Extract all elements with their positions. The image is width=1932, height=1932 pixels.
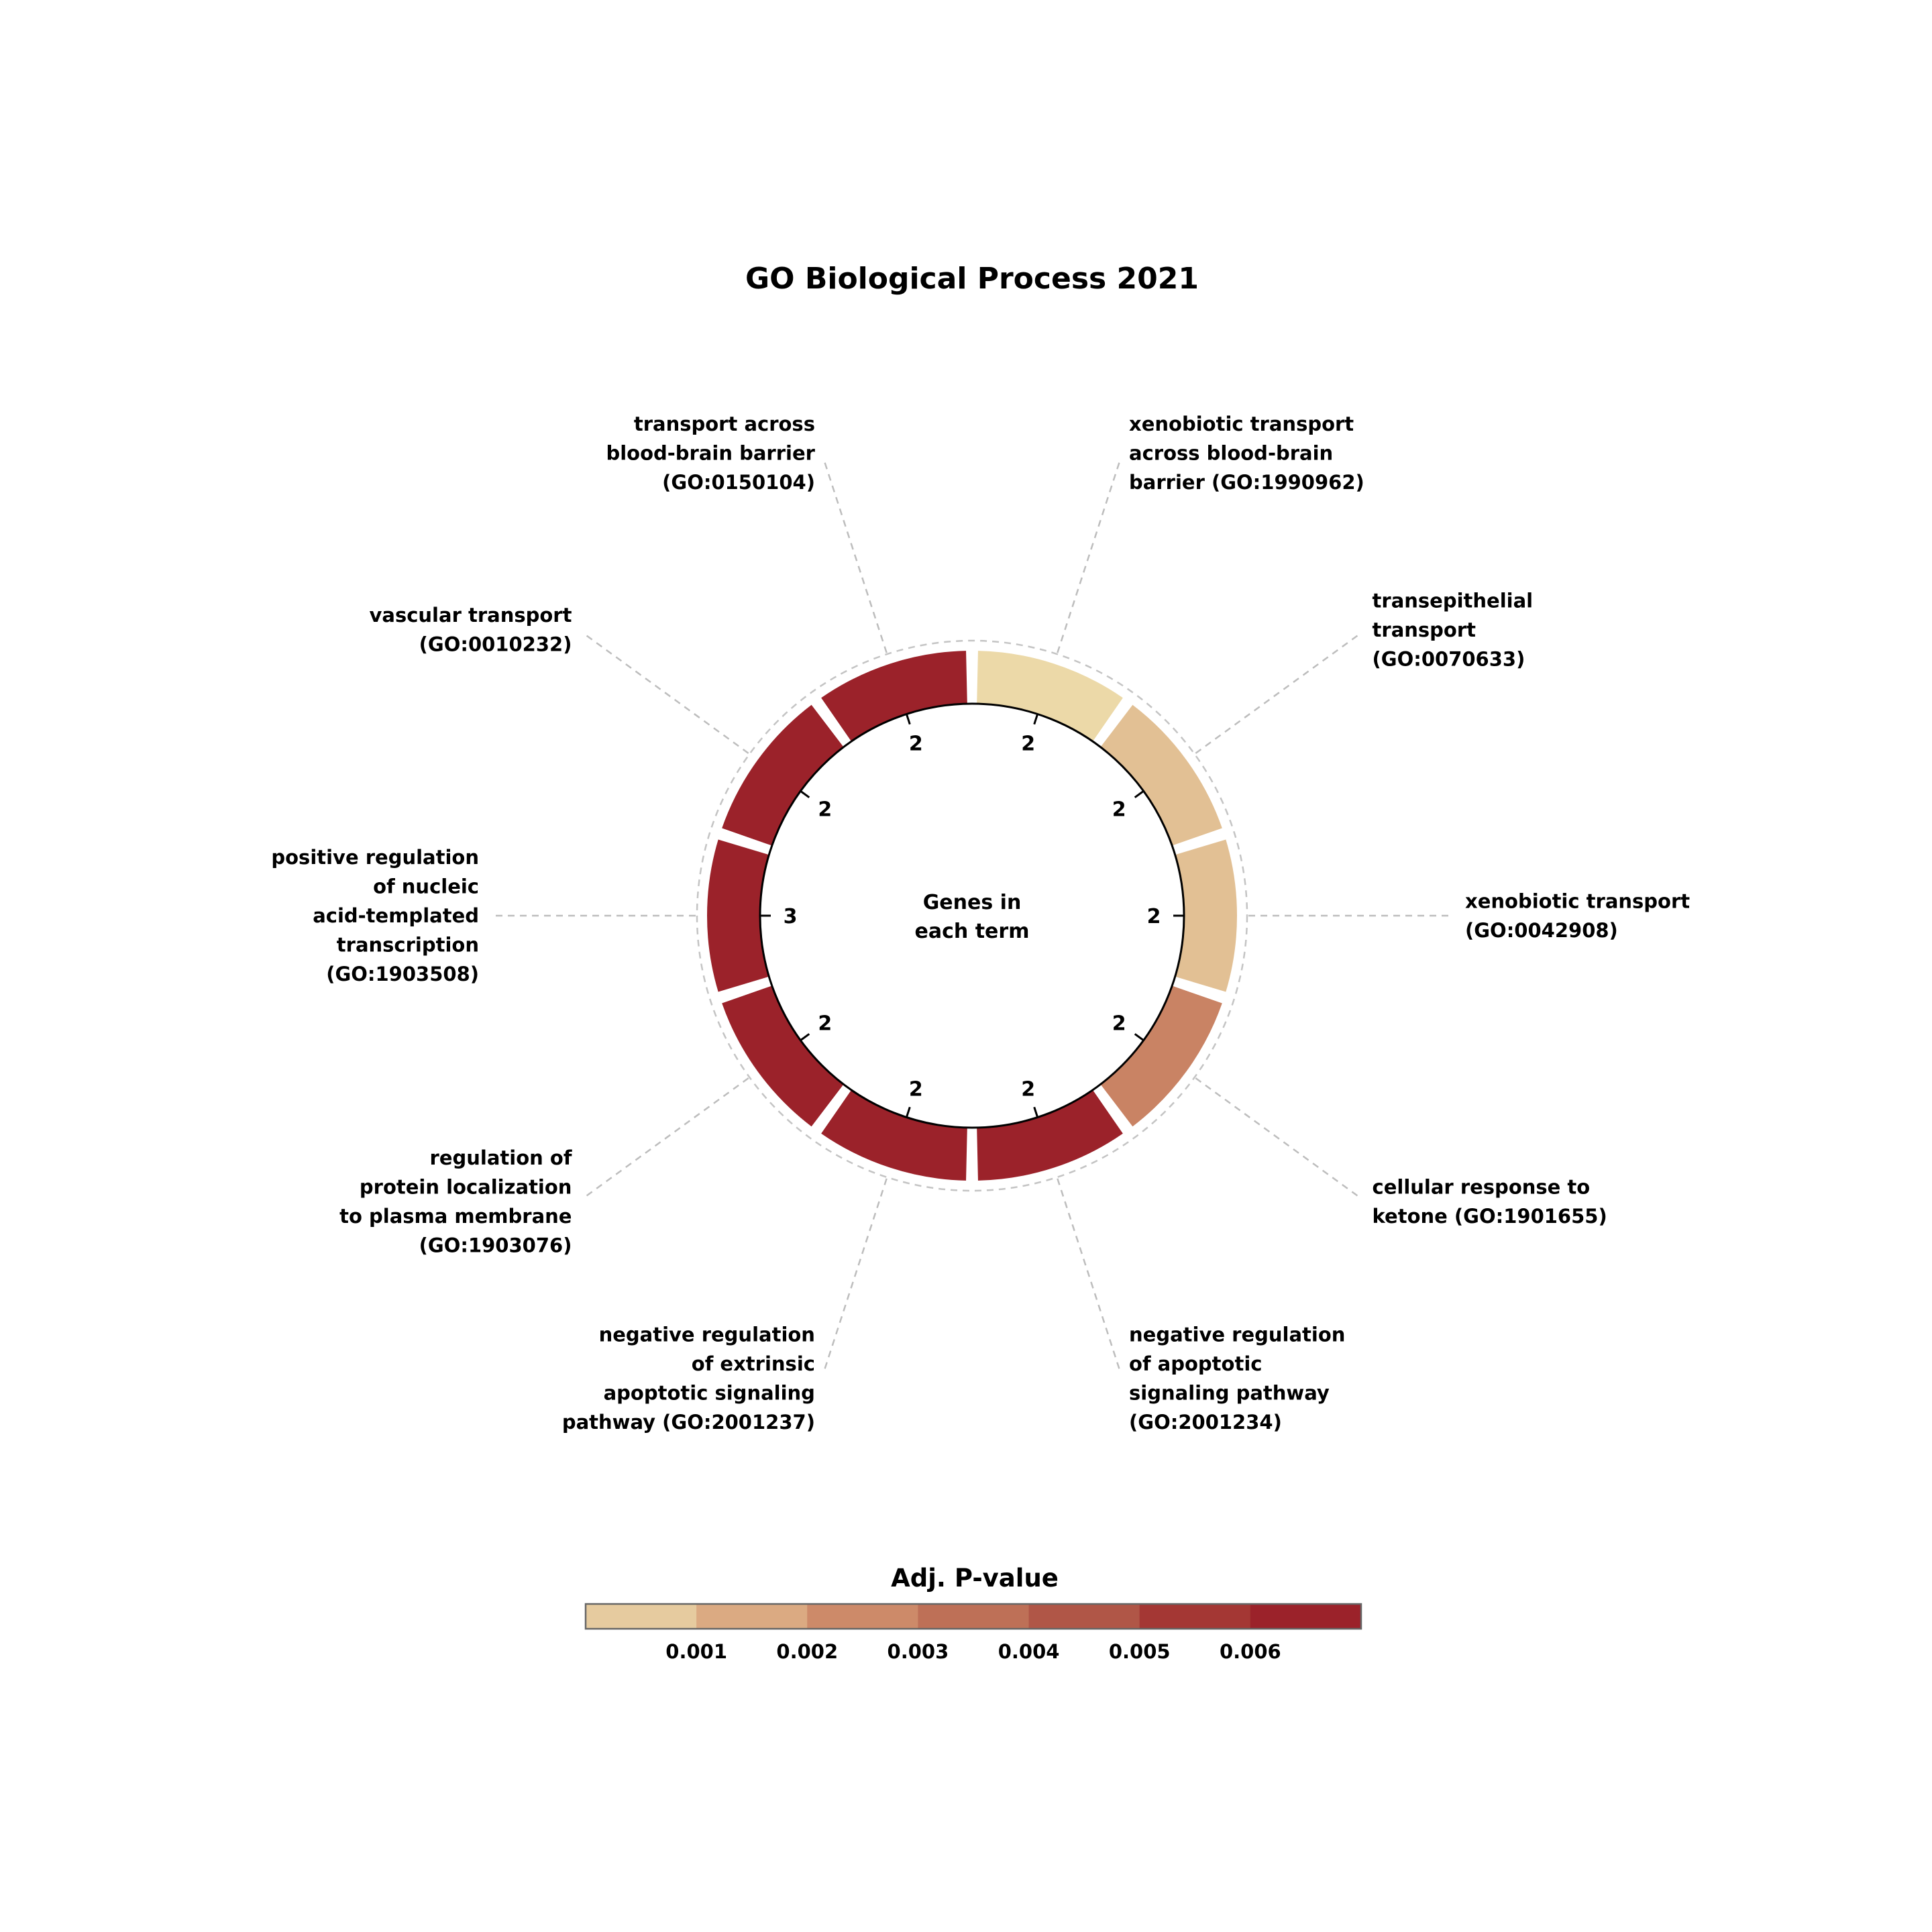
colorbar-tick-2: 0.002 <box>776 1640 838 1663</box>
leader-line-5 <box>1057 1178 1120 1369</box>
donut-segment-10 <box>821 651 967 742</box>
colorbar-bin-4 <box>918 1604 1030 1629</box>
term-label-8: positive regulation of nucleic acid-templa… <box>271 846 479 985</box>
colorbar-tick-5: 0.005 <box>1109 1640 1171 1663</box>
donut-segment-3 <box>1175 839 1237 992</box>
count-ticks <box>760 714 1184 1118</box>
donut-segment-1 <box>977 651 1123 742</box>
center-label-line-1: Genes in <box>923 891 1022 914</box>
colorbar-bin-3 <box>807 1604 919 1629</box>
colorbar: 0.001 0.002 0.003 0.004 0.005 0.006 <box>584 1603 1362 1663</box>
donut-segment-4 <box>1100 985 1222 1127</box>
leader-line-10 <box>824 462 888 653</box>
count-label-4: 2 <box>1112 1012 1126 1035</box>
term-label-4: cellular response to ketone (GO:1901655) <box>1373 1175 1607 1228</box>
donut-segment-5 <box>977 1089 1123 1181</box>
term-label-9: vascular transport (GO:0010232) <box>369 604 572 656</box>
count-label-6: 2 <box>909 1078 923 1102</box>
inner-axis-circle <box>759 702 1185 1129</box>
leader-line-4 <box>1195 1077 1358 1197</box>
colorbar-tick-3: 0.003 <box>888 1640 949 1663</box>
count-label-5: 2 <box>1021 1078 1035 1102</box>
count-tick-9 <box>800 790 810 798</box>
colorbar-bin-7 <box>1250 1604 1362 1629</box>
donut-segment-7 <box>722 985 844 1127</box>
term-label-6: negative regulation of extrinsic apoptotic… <box>562 1323 815 1433</box>
count-tick-10 <box>905 714 911 725</box>
leader-line-9 <box>586 635 749 754</box>
donut-segments <box>707 651 1237 1181</box>
count-label-7: 2 <box>818 1012 832 1035</box>
count-labels: 2 2 2 2 2 2 2 3 2 2 <box>784 732 1161 1101</box>
donut-segment-6 <box>821 1089 967 1181</box>
leader-line-7 <box>586 1077 749 1197</box>
donut-segment-8 <box>707 839 769 992</box>
colorbar-title: Adj. P-value <box>891 1564 1059 1593</box>
center-label-line-2: each term <box>915 920 1030 943</box>
term-label-7: regulation of protein localization to plas… <box>339 1146 572 1257</box>
leader-line-1 <box>1057 462 1120 653</box>
count-tick-2 <box>1134 790 1144 798</box>
colorbar-bin-6 <box>1139 1604 1251 1629</box>
term-label-10: transport across blood-brain barrier (GO:0… <box>606 413 815 494</box>
count-label-1: 2 <box>1021 732 1035 755</box>
count-label-2: 2 <box>1112 798 1126 822</box>
count-label-9: 2 <box>818 798 832 822</box>
leader-line-6 <box>824 1178 888 1369</box>
colorbar-bin-2 <box>696 1604 808 1629</box>
count-tick-7 <box>800 1033 810 1041</box>
colorbar-bin-5 <box>1028 1604 1140 1629</box>
term-label-2: transepithelial transport (GO:0070633) <box>1373 589 1534 670</box>
colorbar-tick-4: 0.004 <box>998 1640 1060 1663</box>
term-label-3: xenobiotic transport (GO:0042908) <box>1465 890 1690 942</box>
count-tick-5 <box>1033 1106 1039 1118</box>
count-tick-6 <box>905 1106 911 1118</box>
colorbar-frame <box>584 1603 1362 1630</box>
count-label-10: 2 <box>909 732 923 755</box>
donut-segment-9 <box>722 704 844 846</box>
leader-lines <box>496 462 1448 1369</box>
colorbar-bin-1 <box>586 1604 697 1629</box>
count-label-3: 2 <box>1147 905 1161 928</box>
term-label-5: negative regulation of apoptotic signaling… <box>1129 1323 1345 1433</box>
colorbar-tick-6: 0.006 <box>1220 1640 1281 1663</box>
term-labels: xenobiotic transport across blood-brain ba… <box>271 413 1690 1434</box>
count-label-8: 3 <box>784 905 798 928</box>
chart-title: GO Biological Process 2021 <box>745 262 1199 296</box>
leader-line-2 <box>1195 635 1358 754</box>
count-tick-4 <box>1134 1033 1144 1041</box>
outer-dashed-ring <box>696 639 1248 1192</box>
colorbar-tick-1: 0.001 <box>665 1640 727 1663</box>
term-label-1: xenobiotic transport across blood-brain ba… <box>1129 413 1364 494</box>
donut-segment-2 <box>1100 704 1222 846</box>
count-tick-1 <box>1033 714 1039 725</box>
